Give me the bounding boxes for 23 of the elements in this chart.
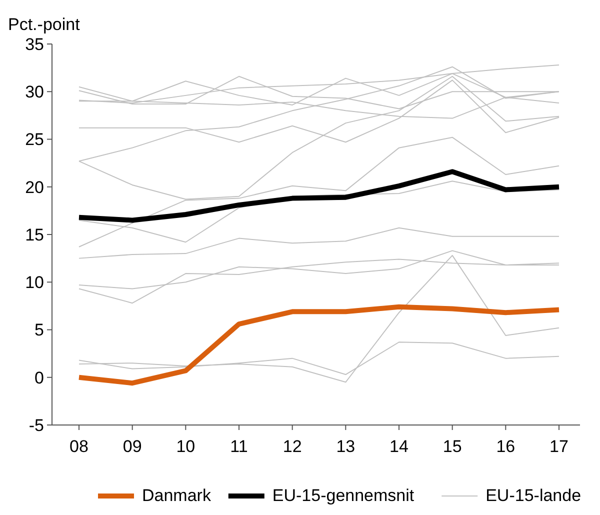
legend-label: EU-15-lande	[486, 486, 582, 505]
y-tick-label: 30	[25, 82, 44, 102]
x-tick-label: 13	[336, 437, 356, 456]
y-tick-label: 0	[34, 368, 44, 388]
y-tick-label: -5	[28, 416, 44, 435]
y-tick-label: 10	[25, 273, 44, 292]
y-tick-label: 35	[25, 34, 44, 54]
y-tick-label: 5	[34, 320, 44, 340]
x-tick-label: 15	[442, 437, 462, 456]
x-tick-label: 14	[390, 437, 408, 456]
x-tick-label: 12	[282, 437, 302, 456]
y-tick-label: 15	[25, 225, 44, 244]
legend-label: Danmark	[142, 486, 212, 505]
x-tick-label: 09	[122, 437, 142, 456]
x-tick-label: 17	[550, 437, 568, 456]
y-tick-label: 25	[25, 130, 44, 150]
legend-label: EU-15-gennemsnit	[272, 486, 414, 505]
x-tick-label: 11	[230, 437, 248, 456]
y-tick-label: 20	[25, 178, 44, 197]
x-tick-label: 10	[176, 437, 196, 456]
x-tick-label: 08	[70, 437, 88, 456]
x-tick-label: 16	[496, 437, 516, 456]
y-axis-title: Pct.-point	[8, 15, 80, 34]
